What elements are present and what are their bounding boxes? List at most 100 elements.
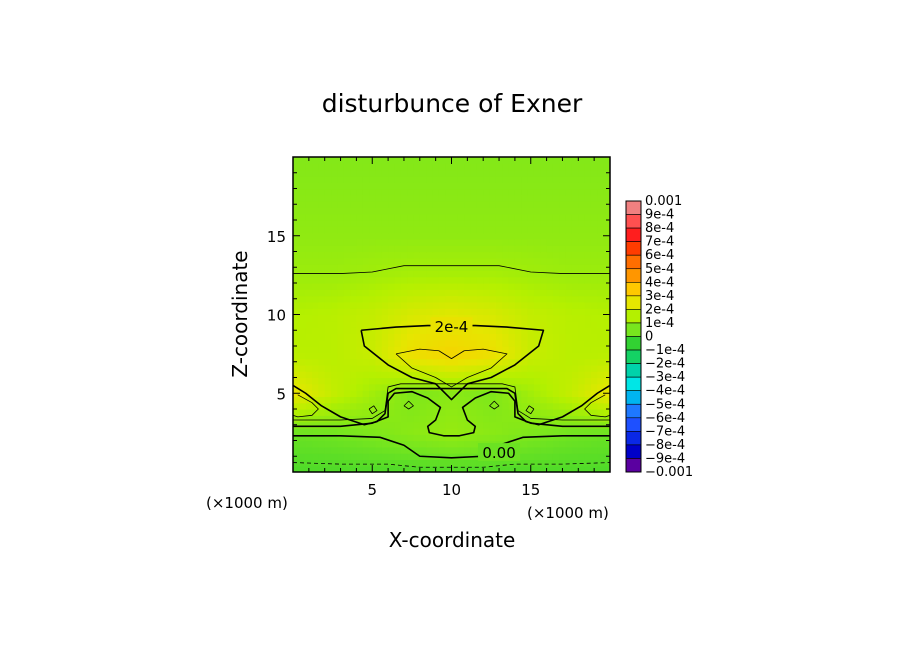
field-cell [552, 226, 560, 234]
field-cell [508, 383, 516, 391]
field-cell [324, 220, 332, 227]
field-cell [610, 252, 617, 259]
field-cell [362, 238, 370, 246]
field-cell [508, 320, 516, 328]
field-cell [426, 220, 434, 227]
field-cell [337, 264, 345, 271]
field-cell [514, 427, 522, 435]
field-cell [470, 220, 478, 227]
field-cell [445, 283, 453, 290]
field-cell [343, 327, 351, 334]
field-cell [483, 163, 491, 171]
field-cell [603, 308, 610, 316]
field-cell [533, 257, 541, 265]
field-cell [527, 383, 535, 391]
field-cell [495, 220, 503, 227]
field-cell [527, 320, 535, 328]
field-cell [521, 465, 529, 472]
field-cell [546, 169, 554, 177]
field-cell [521, 157, 529, 164]
field-cell [552, 264, 560, 271]
field-cell [324, 175, 332, 183]
field-cell [369, 308, 377, 316]
field-cell [451, 421, 459, 429]
field-cell [419, 396, 427, 404]
field-cell [476, 169, 484, 177]
field-cell [514, 188, 522, 196]
field-cell [578, 157, 586, 164]
field-cell [350, 339, 357, 347]
field-cell [495, 213, 503, 221]
field-cell [578, 283, 586, 290]
field-cell [578, 371, 586, 379]
field-cell [426, 232, 434, 240]
field-cell [432, 339, 440, 347]
field-cell [495, 364, 503, 372]
field-cell [343, 352, 351, 360]
field-cell [565, 453, 573, 460]
field-cell [603, 257, 610, 265]
field-cell [394, 402, 402, 410]
field-cell [527, 276, 535, 284]
field-cell [337, 358, 345, 366]
field-cell [502, 459, 510, 467]
field-cell [533, 182, 541, 190]
field-cell [559, 327, 567, 334]
field-cell [438, 232, 446, 240]
field-cell [350, 188, 357, 196]
field-cell [343, 301, 351, 309]
field-cell [419, 169, 427, 177]
field-cell [445, 446, 453, 454]
field-cell [533, 264, 541, 271]
field-cell [394, 270, 402, 278]
field-cell [324, 314, 332, 322]
field-cell [350, 245, 357, 253]
field-cell [502, 402, 510, 410]
field-cell [527, 232, 535, 240]
field-cell [590, 440, 598, 448]
field-cell [559, 402, 567, 410]
field-cell [318, 390, 326, 397]
field-cell [565, 251, 573, 259]
field-cell [400, 175, 408, 183]
field-cell [419, 465, 427, 472]
field-cell [369, 415, 377, 423]
field-cell [597, 453, 605, 460]
field-cell [318, 163, 326, 171]
field-cell [514, 169, 522, 177]
field-cell [432, 377, 440, 385]
field-cell [407, 371, 415, 379]
field-cell [299, 415, 307, 423]
field-cell [527, 421, 535, 429]
field-cell [603, 320, 610, 328]
field-cell [419, 220, 427, 227]
field-cell [597, 465, 605, 472]
field-cell [559, 201, 567, 208]
field-cell [293, 320, 300, 328]
field-cell [394, 232, 402, 240]
field-cell [426, 194, 434, 202]
field-cell [540, 157, 548, 164]
field-cell [400, 188, 408, 196]
field-cell [495, 339, 503, 347]
field-cell [508, 352, 516, 360]
field-cell [565, 201, 573, 208]
field-cell [590, 213, 598, 221]
field-cell [521, 390, 529, 397]
field-cell [464, 169, 472, 177]
field-cell [540, 301, 548, 309]
field-cell [546, 465, 554, 472]
field-cell [331, 238, 338, 246]
colorbar-swatch [625, 458, 642, 473]
field-cell [610, 390, 617, 397]
field-cell [426, 314, 434, 322]
field-cell [590, 163, 598, 171]
field-cell [495, 327, 503, 334]
field-cell [312, 232, 319, 240]
field-cell [603, 440, 610, 448]
field-cell [331, 301, 338, 309]
field-cell [521, 283, 529, 290]
field-cell [312, 320, 319, 328]
field-cell [312, 352, 319, 360]
field-cell [419, 257, 427, 265]
